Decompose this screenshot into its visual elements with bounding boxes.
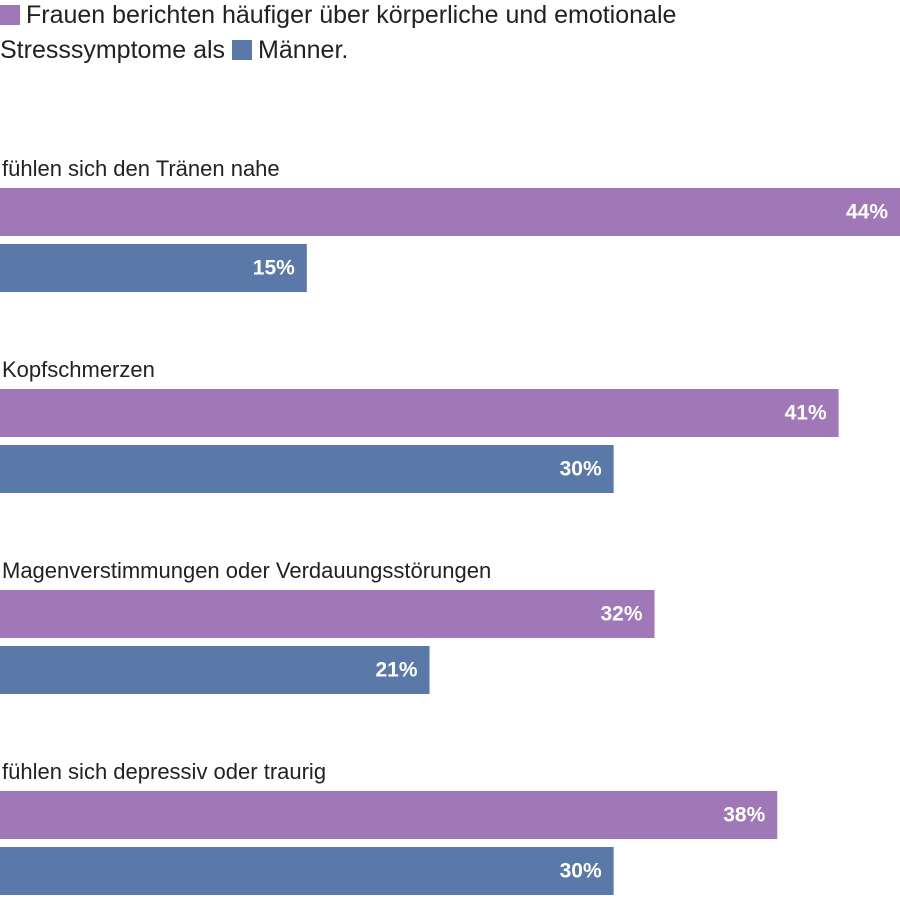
value-label: 38% [723, 804, 765, 827]
value-label: 21% [376, 659, 418, 682]
category-label: fühlen sich den Tränen nahe [2, 156, 280, 181]
bar [0, 389, 839, 437]
value-label: 32% [601, 603, 643, 626]
bar [0, 791, 778, 839]
legend-label: Männer. [258, 36, 349, 64]
legend-swatch [232, 40, 253, 60]
bar [0, 188, 900, 236]
value-label: 30% [560, 860, 602, 883]
value-label: 41% [785, 402, 827, 425]
category-label: fühlen sich depressiv oder traurig [2, 759, 326, 784]
bar [0, 590, 655, 638]
legend: Frauen berichten häufiger über körperlic… [0, 0, 860, 68]
bar [0, 244, 307, 292]
value-label: 15% [253, 257, 295, 280]
bar [0, 445, 614, 493]
bar [0, 847, 614, 895]
category-label: Kopfschmerzen [2, 357, 155, 382]
value-label: 44% [846, 201, 888, 224]
legend-swatch [0, 5, 20, 25]
value-label: 30% [560, 458, 602, 481]
bar [0, 646, 430, 694]
legend-label: Frauen berichten häufiger über körperlic… [0, 1, 677, 64]
category-label: Magenverstimmungen oder Verdauungsstörun… [2, 558, 491, 583]
